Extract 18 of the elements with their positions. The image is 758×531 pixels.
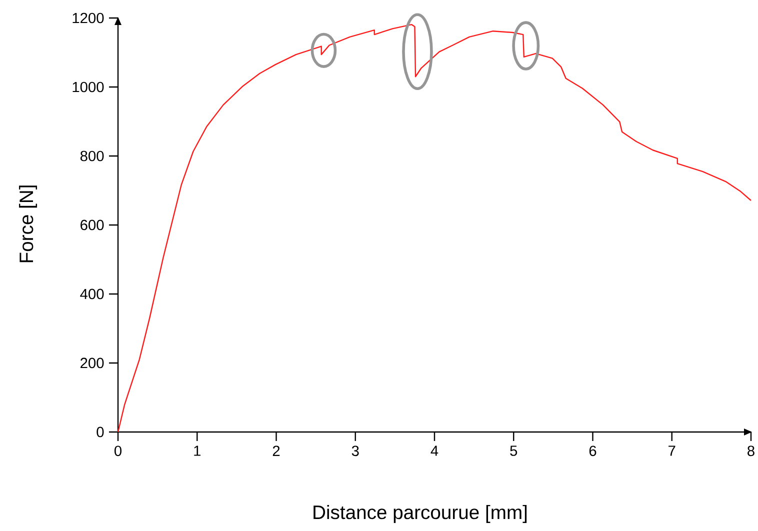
y-tick-label: 1000 — [72, 82, 104, 92]
y-axis-title: Force [N] — [18, 186, 38, 262]
x-tick-label: 1 — [194, 446, 200, 456]
x-tick-label: 5 — [510, 446, 518, 456]
y-tick-label: 1200 — [72, 12, 104, 24]
y-tick-label: 600 — [80, 220, 104, 230]
x-tick-label: 6 — [589, 446, 596, 456]
x-tick-label: 0 — [114, 446, 122, 456]
y-tick-label: 800 — [80, 150, 104, 162]
x-tick-label: 2 — [272, 446, 280, 456]
y-tick-label: 0 — [96, 426, 104, 438]
x-tick-label: 7 — [668, 446, 676, 456]
x-tick-label: 4 — [430, 446, 438, 456]
x-axis-title: Distance parcourue [mm] — [314, 504, 527, 523]
y-tick-label: 400 — [80, 288, 104, 300]
x-tick-label: 3 — [352, 446, 359, 456]
y-tick-label: 200 — [80, 358, 104, 368]
x-tick-label: 8 — [748, 446, 754, 456]
